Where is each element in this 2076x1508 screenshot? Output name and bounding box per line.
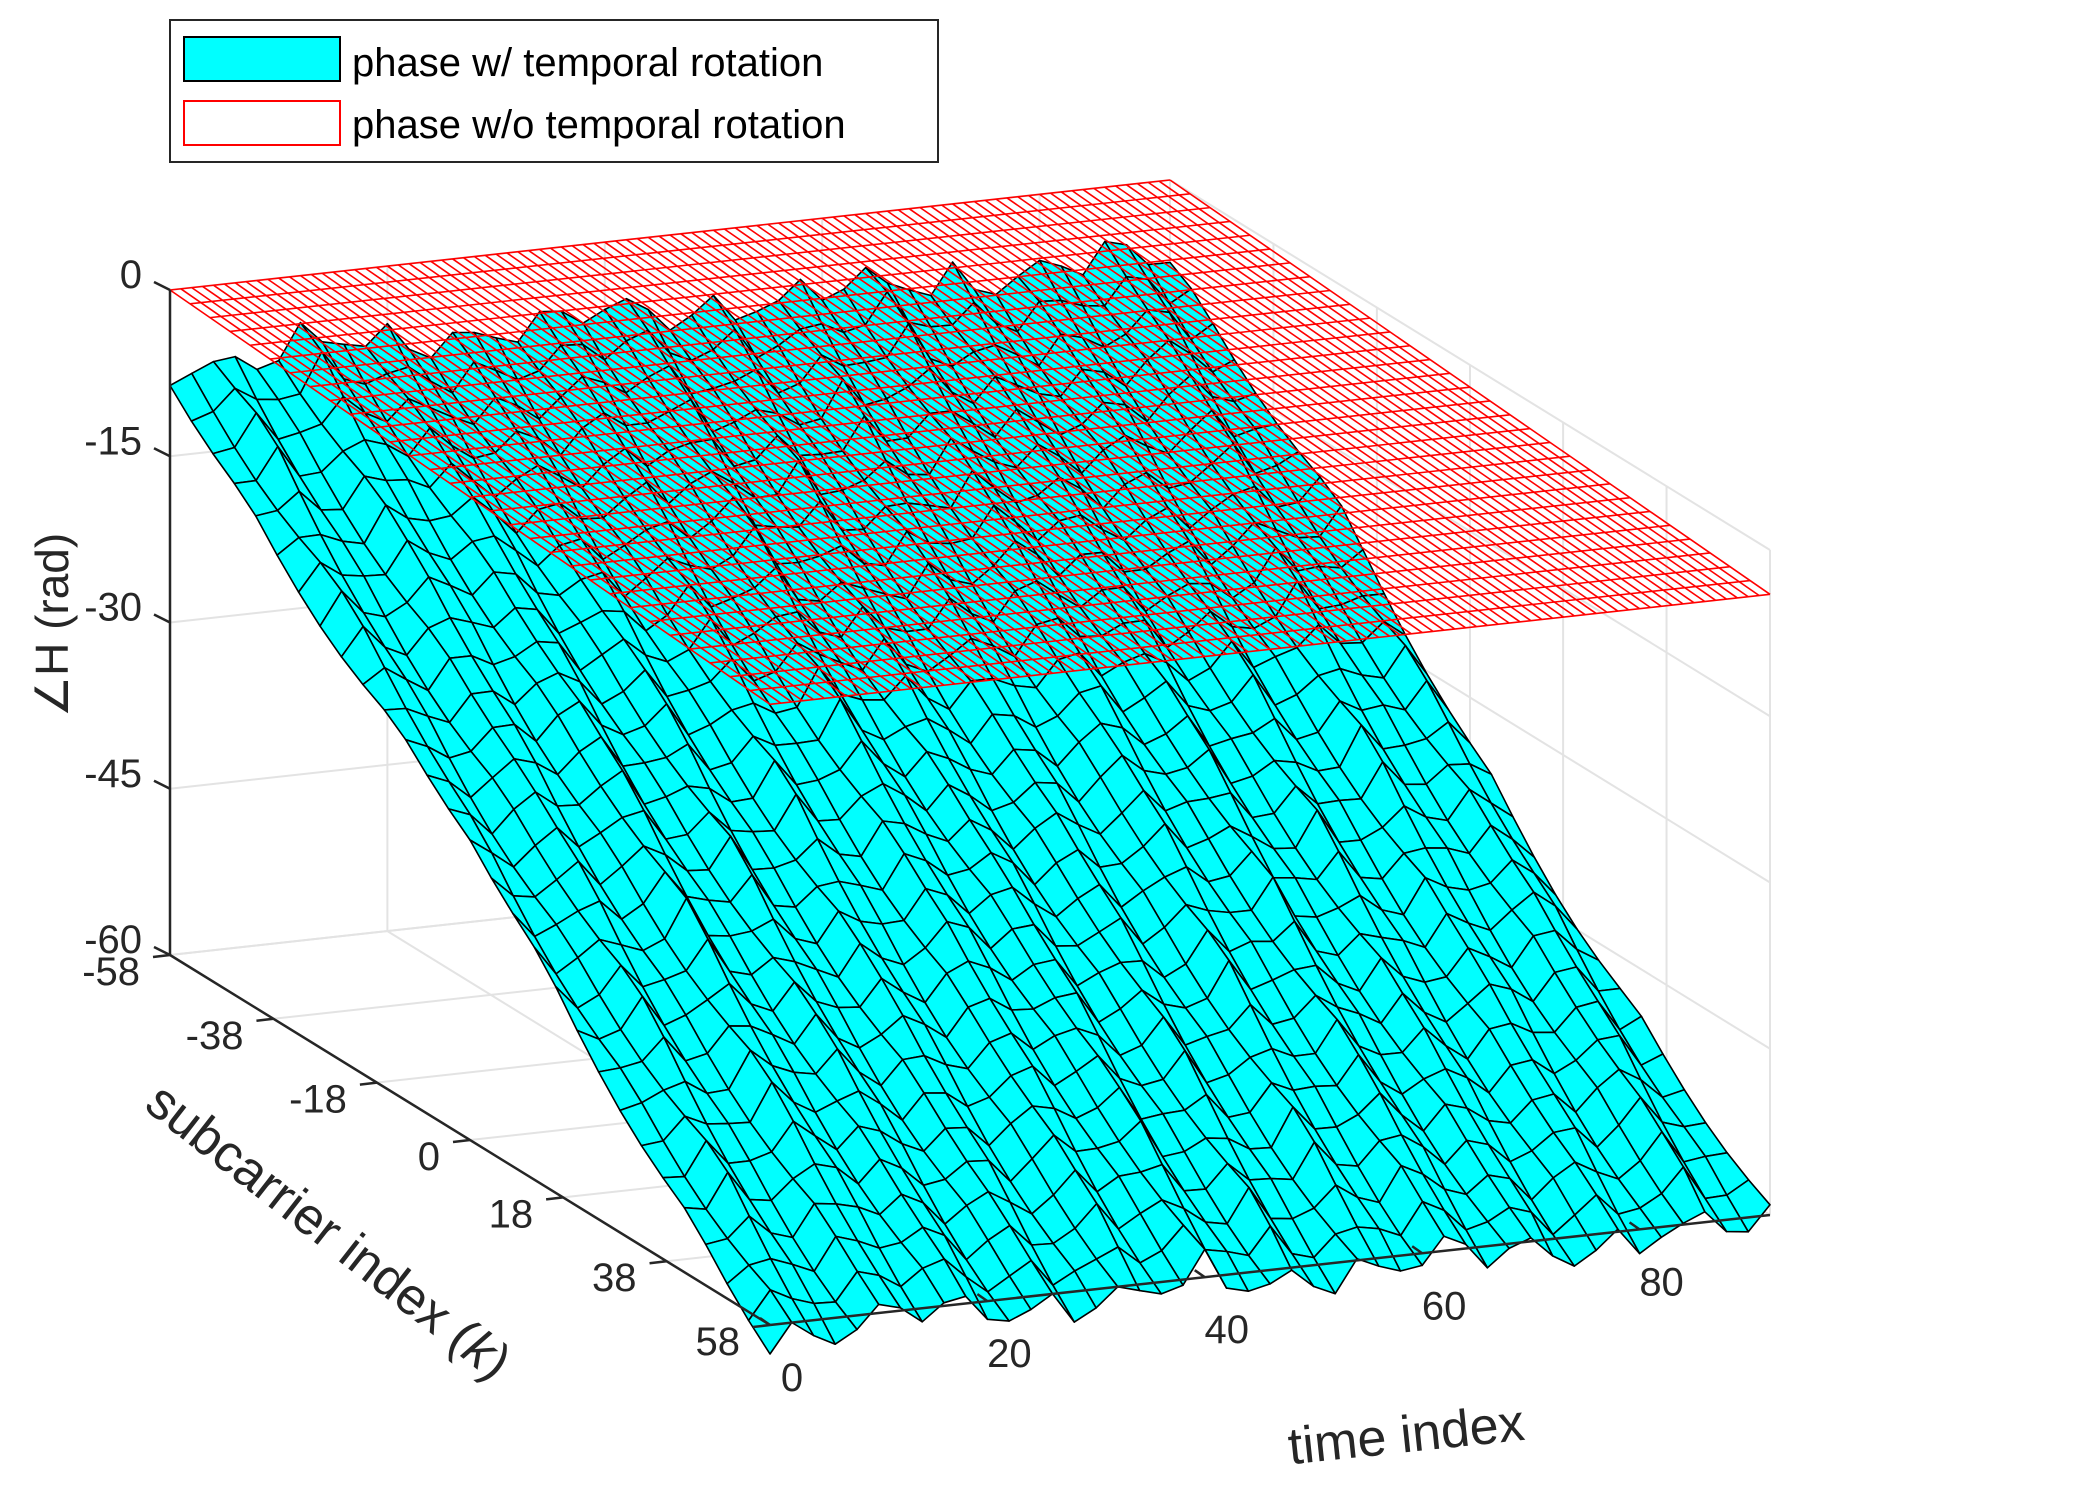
legend-swatch-without-rotation xyxy=(183,100,341,146)
subcarrier-tick-label: -38 xyxy=(186,1014,244,1058)
z-tick-mark xyxy=(153,613,171,624)
z-tick-mark xyxy=(153,779,171,790)
legend: phase w/ temporal rotation phase w/o tem… xyxy=(169,19,939,163)
legend-label-with-rotation: phase w/ temporal rotation xyxy=(352,41,823,85)
mesh-line-subcarrier xyxy=(269,248,1271,360)
z-tick-mark xyxy=(153,945,171,957)
time-axis-line xyxy=(769,1213,1771,1327)
z-tick-label: -15 xyxy=(84,419,142,463)
mesh-line-subcarrier xyxy=(489,400,1491,512)
mesh-line-subcarrier xyxy=(369,317,1371,429)
z-tick-label: -45 xyxy=(84,752,142,796)
mesh-line-subcarrier xyxy=(549,441,1551,554)
mesh-line-subcarrier xyxy=(209,206,1211,319)
subcarrier-tick-mark xyxy=(752,1323,771,1329)
z-tick-label: -30 xyxy=(84,586,142,630)
subcarrier-tick-mark xyxy=(256,1017,274,1023)
mesh-line-subcarrier xyxy=(609,483,1611,595)
mesh-line-subcarrier xyxy=(669,524,1671,637)
subcarrier-tick-mark xyxy=(359,1081,378,1086)
mesh-line-subcarrier xyxy=(749,579,1751,692)
mesh-line-subcarrier xyxy=(469,386,1471,498)
subcarrier-tick-mark xyxy=(649,1259,667,1265)
legend-label-without-rotation: phase w/o temporal rotation xyxy=(352,103,846,147)
z-tick-mark xyxy=(153,447,171,458)
time-tick-label: 40 xyxy=(1205,1308,1250,1352)
subcarrier-tick-label: 38 xyxy=(592,1256,637,1300)
subcarrier-tick-label: -58 xyxy=(82,950,140,994)
mesh-line-subcarrier xyxy=(709,552,1711,664)
z-axis-label: ∠H (rad) xyxy=(26,533,78,717)
legend-swatch-with-rotation xyxy=(183,36,341,82)
time-tick-label: 0 xyxy=(781,1356,803,1400)
mesh-line-subcarrier xyxy=(769,593,1771,706)
subcarrier-tick-label: 58 xyxy=(696,1320,741,1364)
mesh-line-subcarrier xyxy=(329,289,1331,402)
mesh-line-subcarrier xyxy=(289,262,1291,374)
time-tick-mark xyxy=(759,1316,771,1327)
subcarrier-tick-mark xyxy=(545,1196,564,1201)
subcarrier-tick-mark xyxy=(152,953,171,959)
z-tick-label: -60 xyxy=(84,918,142,962)
mesh-line-subcarrier xyxy=(509,413,1511,526)
subcarrier-tick-label: 0 xyxy=(418,1135,440,1179)
mesh-line-subcarrier xyxy=(189,193,1191,305)
time-tick-mark xyxy=(1628,1221,1641,1231)
mesh-line-subcarrier xyxy=(449,372,1451,485)
mesh-line-subcarrier xyxy=(629,496,1631,609)
mesh-line-subcarrier xyxy=(569,455,1571,568)
mesh-line-subcarrier xyxy=(249,234,1251,347)
mesh-line-subcarrier xyxy=(429,358,1431,471)
mesh-line-subcarrier xyxy=(389,331,1391,443)
subcarrier-tick-label: 18 xyxy=(489,1192,534,1236)
subcarrier-tick-mark xyxy=(452,1138,471,1144)
time-tick-label: 80 xyxy=(1639,1260,1684,1304)
z-tick-label: 0 xyxy=(120,253,142,297)
time-tick-label: 60 xyxy=(1422,1284,1467,1328)
time-tick-mark xyxy=(976,1293,989,1303)
time-tick-mark xyxy=(1194,1269,1206,1279)
mesh-line-subcarrier xyxy=(589,469,1591,581)
time-tick-label: 20 xyxy=(987,1332,1032,1376)
mesh-line-subcarrier xyxy=(349,303,1351,416)
time-tick-mark xyxy=(1411,1245,1423,1255)
mesh-line-subcarrier xyxy=(689,538,1691,650)
subcarrier-tick-label: -18 xyxy=(289,1078,347,1122)
mesh-line-subcarrier xyxy=(729,565,1731,678)
mesh-line-subcarrier xyxy=(409,344,1411,457)
mesh-line-subcarrier xyxy=(169,179,1171,291)
mesh-phase-without-rotation xyxy=(169,179,1771,706)
mesh-line-subcarrier xyxy=(649,510,1651,623)
z-tick-mark xyxy=(153,280,171,292)
axis-ticks: 0 -15 -30 -45 -60-58 -38 -18 0 18 38 58 0 20 40 60 80 xyxy=(82,253,1684,1400)
mesh-line-subcarrier xyxy=(229,220,1231,333)
mesh-line-subcarrier xyxy=(529,427,1531,540)
mesh-line-subcarrier xyxy=(309,275,1311,388)
